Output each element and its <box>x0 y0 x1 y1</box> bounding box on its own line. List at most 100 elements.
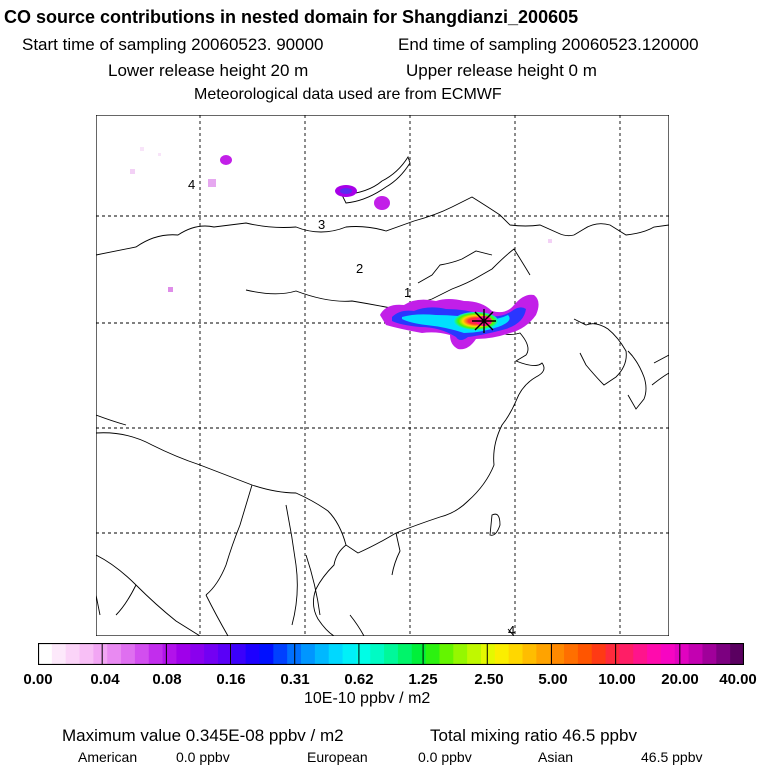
asian-value: 46.5 ppbv <box>641 749 703 765</box>
colorbar-segment <box>647 643 662 665</box>
colorbar-segment <box>93 643 108 665</box>
plot-title: CO source contributions in nested domain… <box>4 7 579 27</box>
colorbar-segment <box>38 643 53 665</box>
upper-release-height: Upper release height 0 m <box>406 61 597 80</box>
colorbar-segment <box>107 643 122 665</box>
colorbar-segment <box>51 643 67 665</box>
colorbar-segment <box>633 643 648 665</box>
colorbar-segment <box>660 643 676 665</box>
colorbar-segment <box>577 643 593 665</box>
grid-label-4-south: 4 <box>508 623 515 636</box>
colorbar-tick-1: 0.04 <box>90 671 120 688</box>
ne-border <box>573 223 669 236</box>
colorbar-segment <box>231 643 247 665</box>
colorbar-border <box>38 643 744 665</box>
colorbar-segment <box>356 643 371 665</box>
grid-label-4: 4 <box>188 177 195 192</box>
colorbar-segment <box>536 643 551 665</box>
colorbar-segment <box>121 643 136 665</box>
vietnam-coast <box>349 614 365 636</box>
colorbar-segment <box>148 643 164 665</box>
colorbar-segment <box>453 643 468 665</box>
colorbar-segment <box>425 643 441 665</box>
colorbar-segment <box>65 643 81 665</box>
south-fragment <box>507 628 515 636</box>
colorbar-segment <box>397 643 413 665</box>
colorbar-segment <box>273 643 288 665</box>
colorbar-segment <box>301 643 316 665</box>
colorbar-segment <box>79 643 94 665</box>
european-label: European <box>307 749 368 765</box>
blob-core <box>340 188 352 194</box>
china-east-coast <box>439 330 545 518</box>
colorbar-segment <box>716 643 731 665</box>
colorbar-segment <box>245 643 261 665</box>
colorbar-tick-11: 40.00 <box>719 671 757 688</box>
colorbar-segment <box>619 643 634 665</box>
colorbar-segment <box>702 643 717 665</box>
grid-lines <box>96 115 669 636</box>
grid-label-1: 1 <box>404 285 411 300</box>
speck <box>548 239 552 243</box>
grid-label-2: 2 <box>356 261 363 276</box>
start-time: Start time of sampling 20060523. 90000 <box>22 35 324 54</box>
colorbar-segment <box>480 643 496 665</box>
colorbar-tick-9: 10.00 <box>598 671 636 688</box>
colorbar-tick-6: 1.25 <box>408 671 438 688</box>
blob <box>220 155 232 165</box>
colorbar-tick-0: 0.00 <box>23 671 53 688</box>
colorbar-tick-10: 20.00 <box>661 671 699 688</box>
lower-release-height: Lower release height 20 m <box>108 61 309 80</box>
grid-label-3: 3 <box>318 217 325 232</box>
colorbar-tick-3: 0.16 <box>216 671 246 688</box>
speck <box>140 147 144 151</box>
colorbar-segment <box>314 643 330 665</box>
colorbar-tick-4: 0.31 <box>280 671 310 688</box>
colorbar-tick-8: 5.00 <box>538 671 568 688</box>
colorbar-segment <box>605 643 621 665</box>
bangladesh-borders <box>115 584 229 636</box>
total-mixing-ratio: Total mixing ratio 46.5 ppbv <box>430 726 637 745</box>
colorbar-segment <box>328 643 344 665</box>
west-fragment <box>96 594 101 616</box>
colorbar <box>38 643 744 665</box>
colorbar-tick-2: 0.08 <box>152 671 182 688</box>
met-data-source: Meteorological data used are from ECMWF <box>194 86 502 103</box>
colorbar-segment <box>494 643 510 665</box>
speck <box>158 153 161 156</box>
colorbar-tick-7: 2.50 <box>474 671 504 688</box>
colorbar-segment <box>522 643 537 665</box>
colorbar-segment <box>384 643 399 665</box>
colorbar-segment <box>550 643 565 665</box>
american-label: American <box>78 749 138 765</box>
map-frame <box>96 115 669 636</box>
colorbar-segment <box>176 643 191 665</box>
colorbar-segment <box>134 643 150 665</box>
korea-south <box>627 350 647 410</box>
lake-baikal <box>341 155 411 204</box>
max-value: Maximum value 0.345E-08 ppbv / m2 <box>62 726 344 745</box>
india-coast <box>96 554 201 636</box>
japan-coast <box>651 354 669 386</box>
colorbar-segment <box>204 643 219 665</box>
taiwan <box>489 513 501 536</box>
blob <box>374 196 390 210</box>
colorbar-tick-5: 0.62 <box>344 671 374 688</box>
colorbar-segment <box>591 643 607 665</box>
se-asia-borders <box>285 504 321 626</box>
colorbar-segment <box>259 643 274 665</box>
american-value: 0.0 ppbv <box>176 749 230 765</box>
end-time: End time of sampling 20060523.120000 <box>398 35 699 54</box>
india-border <box>96 414 253 596</box>
colorbar-segment <box>688 643 704 665</box>
russia-border <box>96 196 575 256</box>
colorbar-segment <box>217 643 233 665</box>
colorbar-segment <box>674 643 690 665</box>
colorbar-segment <box>467 643 482 665</box>
colorbar-segment <box>508 643 524 665</box>
asian-label: Asian <box>538 749 574 765</box>
receptor-marker-icon <box>472 309 496 333</box>
colorbar-segment <box>411 643 427 665</box>
speck <box>130 169 135 174</box>
colorbar-segment <box>162 643 178 665</box>
